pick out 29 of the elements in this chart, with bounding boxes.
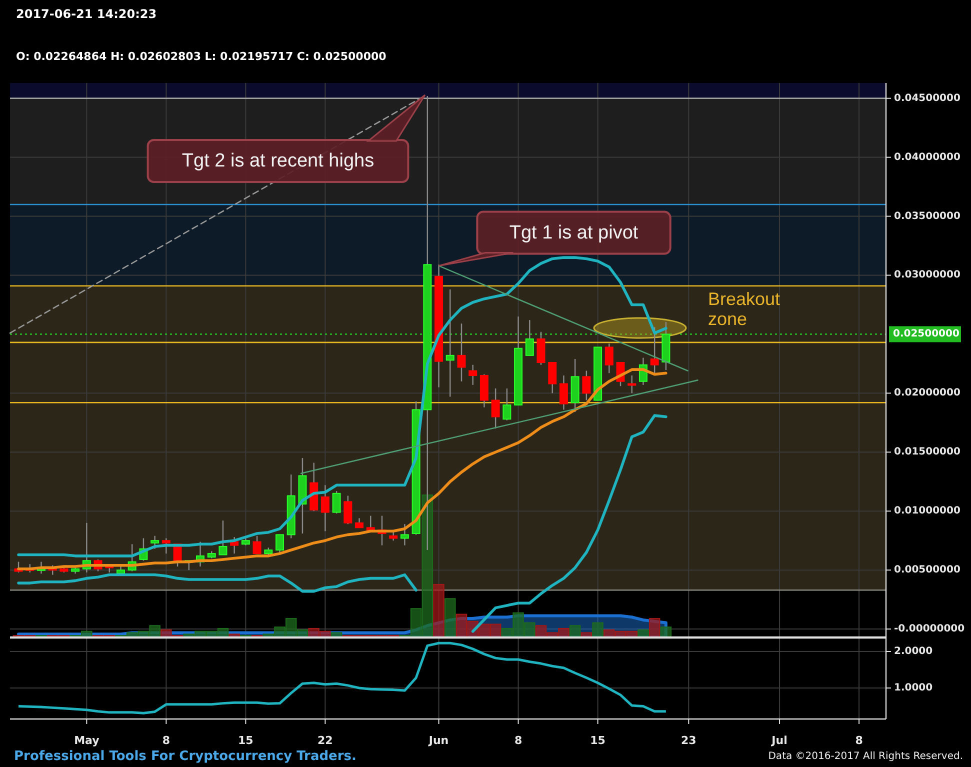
y-tick-label: 0.03000000	[894, 270, 960, 281]
annotation: Breakout zone	[708, 289, 780, 329]
x-tick-label: 8	[855, 734, 863, 747]
chart-title: 2017-06-21 14:20:23	[16, 7, 157, 21]
y-tick-label: 0.02000000	[894, 388, 960, 399]
x-tick-label: 8	[162, 734, 170, 747]
y-tick-label: -0.00000000	[894, 624, 965, 635]
y-tick-label: 0.01500000	[894, 446, 960, 458]
x-tick-label: May	[74, 734, 100, 747]
x-tick-label: 8	[514, 734, 522, 747]
y-tick-label: 0.04000000	[894, 152, 960, 163]
x-tick-label: 23	[680, 734, 696, 747]
chart-subtitle: O: 0.02264864 H: 0.02602803 L: 0.02195717 C: 0.02500000	[16, 50, 387, 63]
y-tick-label: 1.0000	[894, 682, 933, 694]
x-tick-label: Jun	[428, 734, 449, 747]
y-tick-label: 0.01000000	[894, 506, 960, 517]
annotation: Tgt 2 is at recent highs	[182, 150, 374, 172]
x-tick-label: 15	[590, 734, 606, 747]
ref-line-label: 0.02500000	[893, 328, 960, 340]
x-tick-label: Jul	[770, 734, 788, 747]
y-tick-label: 0.04500000	[894, 92, 960, 104]
x-tick-label: 15	[238, 734, 254, 747]
text: Professional Tools For Cryptocurrency Traders.	[14, 748, 356, 764]
y-tick-label: 2.0000	[894, 646, 933, 657]
x-tick-label: 22	[318, 734, 333, 747]
text: Data ©2016-2017 All Rights Reserved.	[768, 750, 963, 762]
annotation: Tgt 1 is at pivot	[509, 222, 639, 244]
y-tick-label: 0.03500000	[894, 210, 960, 222]
y-tick-label: 0.00500000	[894, 564, 960, 576]
